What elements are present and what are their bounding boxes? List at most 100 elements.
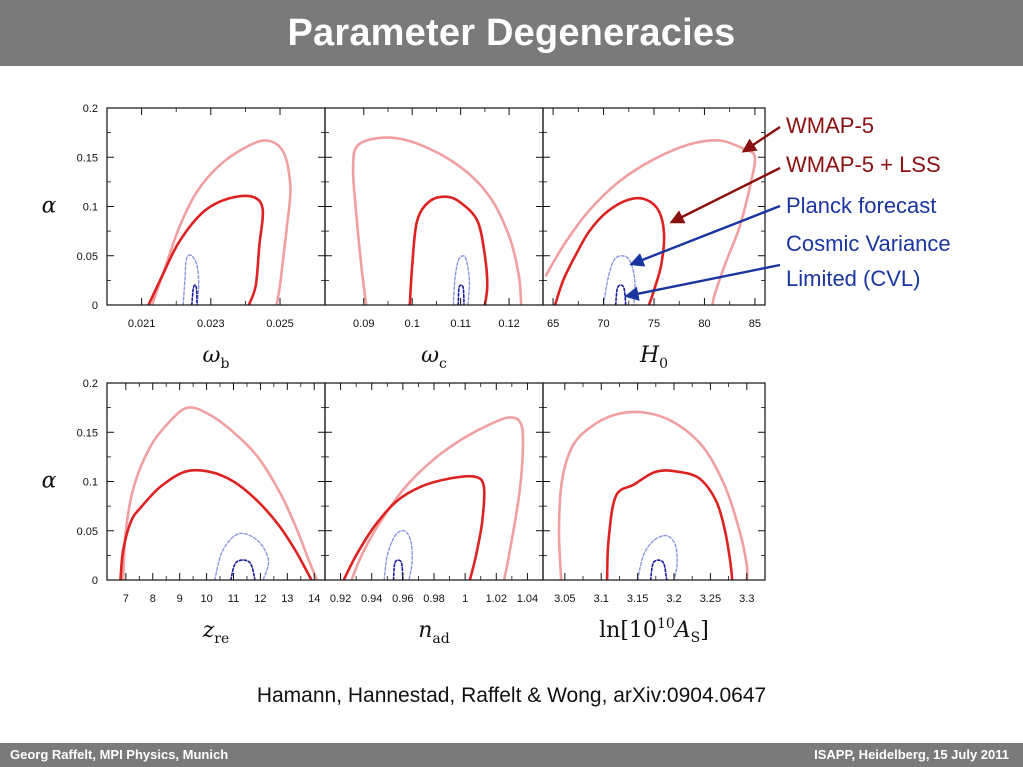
contour-planck-forecast	[182, 254, 200, 305]
annotation-label: Planck forecast	[786, 193, 936, 218]
x-tick-label: 7	[123, 593, 129, 605]
footer: Georg Raffelt, MPI Physics, Munich ISAPP…	[0, 743, 1023, 767]
x-tick-label: 0.021	[128, 318, 156, 330]
contour-wmap-5	[351, 136, 523, 305]
x-tick-label: 3.3	[739, 593, 754, 605]
contour-wmap-5-lss	[605, 469, 734, 580]
x-tick-label: 0.98	[423, 593, 444, 605]
x-tick-label: 1.04	[517, 593, 538, 605]
x-tick-label: 3.1	[594, 593, 609, 605]
x-axis-label: nad	[418, 618, 450, 647]
x-axis-label: ωc	[421, 343, 447, 372]
contour-cosmic-variance-limited-cvl	[649, 559, 668, 580]
x-tick-label: 3.2	[666, 593, 681, 605]
x-tick-label: 85	[749, 318, 761, 330]
contour-wmap-5	[544, 139, 757, 305]
contour-wmap-5	[121, 406, 319, 580]
contour-cosmic-variance-limited-cvl	[457, 284, 465, 305]
contour-figure: 0.021 0.023 0.025 0 0.05 0.1 0.15 0.2 α ωb 0.09 0.1…	[42, 103, 951, 647]
panel-H0: 65 70 75 80 85 H0	[542, 107, 766, 372]
contour-wmap-5	[350, 416, 525, 580]
contour-wmap-5-lss	[408, 195, 489, 305]
x-tick-label: 0.12	[498, 318, 519, 330]
x-tick-label: 0.92	[330, 593, 351, 605]
contour-wmap-5-lss	[553, 196, 666, 305]
contour-planck-forecast	[602, 255, 636, 305]
y-tick-label: 0.05	[77, 526, 98, 538]
contour-cosmic-variance-limited-cvl	[614, 284, 627, 305]
x-axis-label: H0	[639, 343, 668, 372]
title-bar: Parameter Degeneracies	[0, 0, 1023, 66]
x-tick-label: 13	[281, 593, 293, 605]
x-tick-label: 0.09	[353, 318, 374, 330]
y-tick-label: 0.1	[83, 477, 98, 489]
panel-n_ad: 0.92 0.94 0.96 0.98 1 1.02 1.04 nad	[324, 382, 544, 647]
x-tick-label: 3.25	[700, 593, 721, 605]
y-tick-label: 0.2	[83, 378, 98, 390]
x-tick-label: 0.94	[361, 593, 382, 605]
x-tick-label: 8	[150, 593, 156, 605]
contour-wmap-5-lss	[119, 468, 313, 580]
x-tick-label: 75	[648, 318, 660, 330]
y-tick-label: 0	[92, 575, 98, 587]
panel-omega_b: 0.021 0.023 0.025 0 0.05 0.1 0.15 0.2 α ωb	[42, 103, 326, 372]
y-axis-label: α	[42, 194, 57, 219]
y-tick-label: 0	[92, 300, 98, 312]
x-tick-label: 0.025	[266, 318, 294, 330]
x-tick-label: 65	[547, 318, 559, 330]
contour-wmap-5	[150, 139, 292, 305]
y-tick-label: 0.1	[83, 202, 98, 214]
panel-frame	[542, 382, 766, 581]
y-tick-label: 0.05	[77, 251, 98, 263]
annotation-label: WMAP-5	[786, 113, 874, 138]
x-tick-label: 10	[200, 593, 212, 605]
contour-wmap-5-lss	[147, 194, 265, 305]
panel-lnAs: 3.05 3.1 3.15 3.2 3.25 3.3 ln[1010AS]	[542, 382, 766, 646]
contour-planck-forecast	[452, 255, 471, 305]
x-tick-label: 0.96	[392, 593, 413, 605]
x-tick-label: 14	[308, 593, 320, 605]
x-tick-label: 11	[228, 593, 239, 605]
annotation-label: Limited (CVL)	[786, 266, 920, 291]
citation: Hamann, Hannestad, Raffelt & Wong, arXiv…	[256, 684, 767, 707]
panel-frame	[324, 107, 544, 306]
contour-wmap-5-lss	[342, 474, 486, 580]
contour-planck-forecast	[383, 529, 413, 580]
contour-wmap-5	[557, 410, 749, 580]
footer-event: ISAPP, Heidelberg, 15 July 2011	[814, 747, 1009, 762]
annotation-arrow	[629, 204, 781, 267]
x-axis-label: ωb	[203, 343, 230, 372]
x-tick-label: 70	[597, 318, 609, 330]
x-tick-label: 1.02	[486, 593, 507, 605]
slide-title: Parameter Degeneracies	[287, 11, 736, 54]
x-tick-label: 3.05	[554, 593, 575, 605]
x-tick-label: 1	[462, 593, 468, 605]
x-tick-label: 12	[254, 593, 266, 605]
panel-frame	[106, 382, 326, 581]
panel-frame	[106, 107, 326, 306]
footer-author: Georg Raffelt, MPI Physics, Munich	[10, 747, 229, 762]
x-axis-label: zre	[202, 618, 230, 647]
x-tick-label: 0.1	[405, 318, 420, 330]
contour-cosmic-variance-limited-cvl	[392, 559, 404, 580]
x-axis-label: ln[1010AS]	[599, 616, 709, 646]
x-tick-label: 80	[698, 318, 710, 330]
annotation-arrow	[741, 126, 781, 153]
x-tick-label: 0.023	[197, 318, 225, 330]
contour-cosmic-variance-limited-cvl	[230, 559, 256, 580]
x-tick-label: 3.15	[627, 593, 648, 605]
annotation-arrow	[624, 263, 781, 301]
annotation-label: Cosmic Variance	[786, 231, 951, 256]
x-tick-label: 9	[177, 593, 183, 605]
panel-z_re: 7 8 9 10 11 12 13 14 0 0.05 0.1 0.15 0.2 α zre	[42, 378, 326, 647]
x-tick-label: 0.11	[450, 318, 471, 330]
y-tick-label: 0.2	[83, 103, 98, 115]
annotation-label: WMAP-5 + LSS	[786, 152, 941, 177]
annotation-arrow	[669, 166, 781, 224]
y-axis-label: α	[42, 469, 57, 494]
contour-planck-forecast	[636, 534, 678, 580]
y-tick-label: 0.15	[77, 427, 98, 439]
panel-omega_c: 0.09 0.1 0.11 0.12 ωc	[324, 107, 544, 372]
y-tick-label: 0.15	[77, 152, 98, 164]
contour-planck-forecast	[214, 532, 270, 580]
